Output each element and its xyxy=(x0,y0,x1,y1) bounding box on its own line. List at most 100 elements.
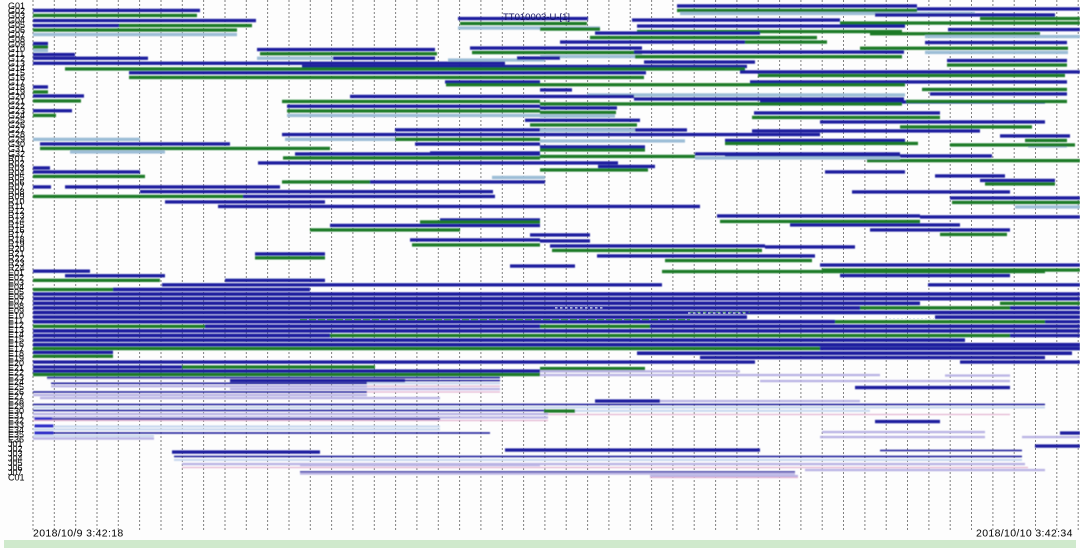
svg-text:E26: E26 xyxy=(8,387,24,397)
svg-text:R17: R17 xyxy=(8,230,25,240)
svg-text:R18: R18 xyxy=(8,234,25,244)
svg-text:E15: E15 xyxy=(8,334,24,344)
svg-text:E04: E04 xyxy=(8,282,24,292)
svg-text:E20: E20 xyxy=(8,358,24,368)
svg-text:R21: R21 xyxy=(8,249,25,259)
svg-text:J04: J04 xyxy=(8,453,23,463)
svg-text:R03: R03 xyxy=(8,163,25,173)
svg-text:E35: E35 xyxy=(8,430,24,440)
svg-text:G07: G07 xyxy=(8,30,25,40)
svg-text:E18: E18 xyxy=(8,349,24,359)
svg-text:E05: E05 xyxy=(8,287,24,297)
svg-text:E06: E06 xyxy=(8,292,24,302)
svg-text:J06: J06 xyxy=(8,463,23,473)
svg-text:E28: E28 xyxy=(8,396,24,406)
svg-text:G25: G25 xyxy=(8,115,25,125)
svg-text:E32: E32 xyxy=(8,415,24,425)
svg-text:E14: E14 xyxy=(8,330,24,340)
svg-text:E11: E11 xyxy=(8,315,23,325)
svg-text:G17: G17 xyxy=(8,77,25,87)
svg-text:E25: E25 xyxy=(8,382,24,392)
svg-text:R13: R13 xyxy=(8,211,25,221)
svg-text:G09: G09 xyxy=(8,39,25,49)
svg-text:E12: E12 xyxy=(8,320,24,330)
svg-text:J05: J05 xyxy=(8,458,23,468)
svg-text:G31: G31 xyxy=(8,144,25,154)
svg-text:G28: G28 xyxy=(8,130,25,140)
svg-text:E29: E29 xyxy=(8,401,24,411)
svg-text:G32: G32 xyxy=(8,149,25,159)
svg-text:E33: E33 xyxy=(8,420,24,430)
svg-text:R19: R19 xyxy=(8,239,25,249)
svg-text:J02: J02 xyxy=(8,444,23,454)
svg-text:E23: E23 xyxy=(8,373,24,383)
svg-text:C01: C01 xyxy=(8,472,25,482)
svg-text:R07: R07 xyxy=(8,182,25,192)
svg-text:G02: G02 xyxy=(8,6,25,16)
svg-text:E36: E36 xyxy=(8,434,24,444)
svg-text:G05: G05 xyxy=(8,20,25,30)
svg-text:G19: G19 xyxy=(8,87,25,97)
svg-text:R08: R08 xyxy=(8,187,25,197)
svg-text:R02: R02 xyxy=(8,158,25,168)
svg-text:R24: R24 xyxy=(8,263,25,273)
svg-text:G20: G20 xyxy=(8,92,25,102)
svg-text:E19: E19 xyxy=(8,353,24,363)
svg-text:2018/10/10 3:42:34: 2018/10/10 3:42:34 xyxy=(976,528,1073,540)
svg-text:E02: E02 xyxy=(8,273,24,283)
svg-text:E30: E30 xyxy=(8,406,24,416)
svg-text:G11: G11 xyxy=(8,49,24,59)
svg-text:R12: R12 xyxy=(8,206,25,216)
svg-text:G10: G10 xyxy=(8,44,25,54)
svg-text:G03: G03 xyxy=(8,11,25,21)
svg-text:G12: G12 xyxy=(8,54,25,64)
svg-text:R09: R09 xyxy=(8,192,25,202)
svg-text:G14: G14 xyxy=(8,63,25,73)
svg-text:TT010003-U-[1]: TT010003-U-[1] xyxy=(503,12,570,23)
svg-text:J03: J03 xyxy=(8,449,23,459)
svg-text:G26: G26 xyxy=(8,120,25,130)
svg-text:J01: J01 xyxy=(8,439,23,449)
svg-text:J07: J07 xyxy=(8,468,23,478)
svg-text:R11: R11 xyxy=(8,201,24,211)
svg-text:R23: R23 xyxy=(8,258,25,268)
svg-text:R04: R04 xyxy=(8,168,25,178)
svg-text:R20: R20 xyxy=(8,244,25,254)
svg-text:E27: E27 xyxy=(8,392,24,402)
svg-text:E07: E07 xyxy=(8,296,24,306)
svg-text:G18: G18 xyxy=(8,82,25,92)
svg-text:R05: R05 xyxy=(8,173,25,183)
svg-text:E09: E09 xyxy=(8,306,24,316)
svg-text:R14: R14 xyxy=(8,215,25,225)
svg-text:E24: E24 xyxy=(8,377,24,387)
svg-text:E34: E34 xyxy=(8,425,24,435)
svg-text:E17: E17 xyxy=(8,344,24,354)
svg-text:G01: G01 xyxy=(8,1,25,11)
svg-text:G15: G15 xyxy=(8,68,25,78)
svg-text:G13: G13 xyxy=(8,58,25,68)
svg-text:2018/10/9 3:42:18: 2018/10/9 3:42:18 xyxy=(33,528,124,540)
svg-text:G16: G16 xyxy=(8,73,25,83)
svg-text:G22: G22 xyxy=(8,101,25,111)
svg-text:E01: E01 xyxy=(8,268,24,278)
svg-text:E16: E16 xyxy=(8,339,24,349)
svg-text:E08: E08 xyxy=(8,301,24,311)
svg-text:R22: R22 xyxy=(8,254,25,264)
svg-text:G04: G04 xyxy=(8,16,25,26)
svg-text:G30: G30 xyxy=(8,139,25,149)
svg-text:E03: E03 xyxy=(8,277,24,287)
svg-text:R16: R16 xyxy=(8,225,25,235)
svg-text:R10: R10 xyxy=(8,196,25,206)
svg-text:G24: G24 xyxy=(8,111,25,121)
svg-text:G21: G21 xyxy=(8,96,25,106)
svg-text:G23: G23 xyxy=(8,106,25,116)
svg-text:G29: G29 xyxy=(8,135,25,145)
svg-text:G06: G06 xyxy=(8,25,25,35)
svg-text:G27: G27 xyxy=(8,125,25,135)
svg-text:E13: E13 xyxy=(8,325,24,335)
svg-text:R01: R01 xyxy=(8,154,25,164)
svg-text:E22: E22 xyxy=(8,368,24,378)
svg-text:E10: E10 xyxy=(8,311,24,321)
svg-text:E21: E21 xyxy=(8,363,24,373)
svg-text:G08: G08 xyxy=(8,35,25,45)
